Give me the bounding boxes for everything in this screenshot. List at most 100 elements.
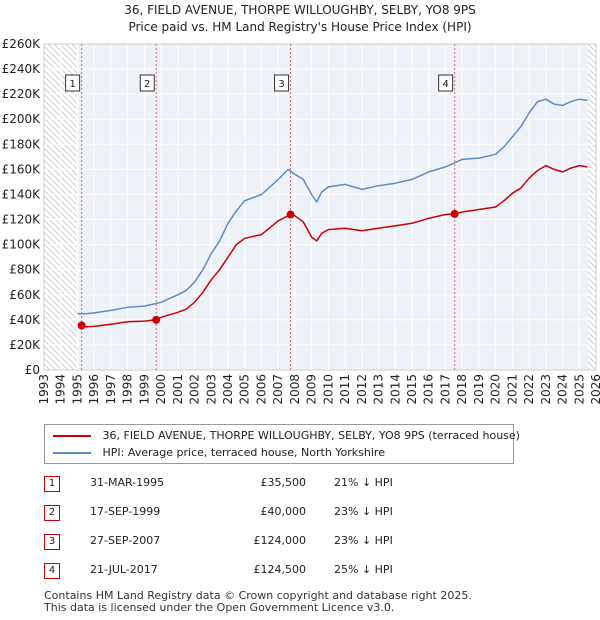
table-row: 4 21-JUL-2017 £124,500 25% ↓ HPI: [44, 559, 564, 588]
x-tick-label: 1994: [54, 374, 68, 405]
sale-marker-label: 1: [44, 476, 60, 492]
x-tick-label: 2016: [422, 374, 436, 405]
x-tick-label: 2017: [438, 374, 452, 405]
y-tick-label: £60K: [9, 288, 41, 302]
x-tick-label: 2024: [556, 374, 570, 405]
sale-marker-label: 1: [69, 79, 75, 90]
x-tick-label: 2021: [505, 374, 519, 405]
y-tick-label: £80K: [9, 263, 41, 277]
sale-hpi-diff: 25% ↓ HPI: [334, 563, 393, 576]
x-tick-label: 2015: [405, 374, 419, 405]
hatch-post-data-stroke: [587, 204, 596, 215]
sale-date: 17-SEP-1999: [90, 505, 161, 518]
legend-label-property: 36, FIELD AVENUE, THORPE WILLOUGHBY, SEL…: [102, 429, 520, 442]
sales-table: 1 31-MAR-1995 £35,500 21% ↓ HPI 2 17-SEP…: [44, 472, 564, 588]
chart-subtitle: Price paid vs. HM Land Registry's House …: [128, 20, 471, 34]
y-tick-label: £260K: [2, 37, 42, 51]
sale-point: [450, 209, 459, 218]
sale-price: £124,000: [253, 534, 307, 547]
x-tick-label: 2009: [305, 374, 319, 405]
hatch-post-data-stroke: [587, 198, 596, 209]
x-tick-label: 1999: [137, 374, 151, 405]
sale-marker-box: [438, 74, 454, 92]
y-tick-label: £40K: [9, 313, 41, 327]
sale-marker-label: 3: [44, 534, 60, 550]
hatch-pre-data-stroke: [44, 87, 78, 123]
x-tick-label: 2022: [522, 374, 536, 405]
legend-item-hpi: HPI: Average price, terraced house, Nort…: [53, 445, 385, 461]
hatch-pre-data-stroke: [44, 291, 78, 327]
x-tick-label: 2019: [472, 374, 486, 405]
sale-marker-box: [139, 74, 155, 92]
sale-hpi-diff: 21% ↓ HPI: [334, 476, 393, 489]
sale-marker-label: 2: [44, 505, 60, 521]
x-tick-label: 2020: [489, 374, 503, 405]
sale-date: 31-MAR-1995: [90, 476, 165, 489]
sale-point: [152, 315, 161, 324]
hatch-pre-data-stroke: [44, 93, 78, 129]
x-tick-label: 2000: [154, 374, 168, 405]
sale-marker-label: 4: [44, 563, 60, 579]
y-tick-label: £240K: [2, 62, 42, 76]
chart-title: 36, FIELD AVENUE, THORPE WILLOUGHBY, SEL…: [124, 3, 476, 17]
x-tick-label: 2003: [204, 374, 218, 405]
hatch-post-data-stroke: [587, 96, 596, 107]
table-row: 2 17-SEP-1999 £40,000 23% ↓ HPI: [44, 501, 564, 530]
plot-border: [43, 43, 597, 371]
x-tick-label: 2011: [338, 374, 352, 405]
y-tick-label: £200K: [2, 112, 42, 126]
x-tick-label: 1995: [70, 374, 84, 405]
sale-point: [77, 321, 86, 330]
x-tick-label: 2025: [572, 374, 586, 405]
sale-price: £124,500: [253, 563, 307, 576]
hatch-post-data-stroke: [587, 312, 596, 323]
x-tick-label: 1996: [87, 374, 101, 405]
x-tick-label: 2005: [238, 374, 252, 405]
hatch-pre-data-stroke: [44, 297, 78, 333]
y-tick-label: £0: [25, 363, 40, 377]
hatch-pre-data-stroke: [44, 309, 78, 345]
x-tick-label: 2018: [455, 374, 469, 405]
x-tick-label: 2004: [221, 374, 235, 405]
hatch-pre-data-stroke: [44, 177, 78, 213]
sale-marker-label: 3: [278, 79, 284, 90]
x-tick-label: 2002: [188, 374, 202, 405]
legend-swatch-hpi: [53, 452, 91, 454]
copyright-text: Contains HM Land Registry data © Crown c…: [44, 589, 472, 602]
x-tick-label: 2012: [355, 374, 369, 405]
hatch-pre-data-stroke: [44, 69, 78, 105]
y-tick-label: £100K: [2, 238, 42, 252]
series-line-hpi: [77, 98, 588, 315]
x-tick-label: 2006: [254, 374, 268, 405]
x-tick-label: 2008: [288, 374, 302, 405]
sale-hpi-diff: 23% ↓ HPI: [334, 505, 393, 518]
legend-label-hpi: HPI: Average price, terraced house, Nort…: [102, 446, 385, 459]
y-tick-label: £20K: [9, 338, 41, 352]
hatch-post-data-fill: [587, 44, 596, 370]
x-tick-label: 2023: [539, 374, 553, 405]
x-tick-label: 2007: [271, 374, 285, 405]
sale-marker-box: [65, 74, 81, 92]
x-tick-label: 2026: [589, 374, 600, 405]
sale-hpi-diff: 23% ↓ HPI: [334, 534, 393, 547]
y-tick-label: £180K: [2, 137, 42, 151]
table-row: 1 31-MAR-1995 £35,500 21% ↓ HPI: [44, 472, 564, 501]
hatch-pre-data-stroke: [44, 303, 78, 339]
legend: 36, FIELD AVENUE, THORPE WILLOUGHBY, SEL…: [44, 424, 520, 464]
sale-marker-label: 4: [442, 79, 448, 90]
y-tick-label: £220K: [2, 87, 42, 101]
legend-item-property: 36, FIELD AVENUE, THORPE WILLOUGHBY, SEL…: [53, 428, 520, 444]
x-tick-label: 2013: [372, 374, 386, 405]
table-row: 3 27-SEP-2007 £124,000 23% ↓ HPI: [44, 530, 564, 559]
sale-marker-box: [274, 74, 290, 92]
sale-point: [286, 210, 295, 219]
x-tick-label: 2010: [321, 374, 335, 405]
hatch-pre-data-stroke: [44, 183, 78, 219]
footer: Contains HM Land Registry data © Crown c…: [44, 590, 472, 614]
x-tick-label: 1998: [121, 374, 135, 405]
hatch-post-data-stroke: [587, 90, 596, 101]
plot-background: [44, 44, 596, 370]
x-tick-label: 2014: [388, 374, 402, 405]
sale-price: £35,500: [260, 476, 307, 489]
chart: 36, FIELD AVENUE, THORPE WILLOUGHBY, SEL…: [2, 3, 600, 405]
